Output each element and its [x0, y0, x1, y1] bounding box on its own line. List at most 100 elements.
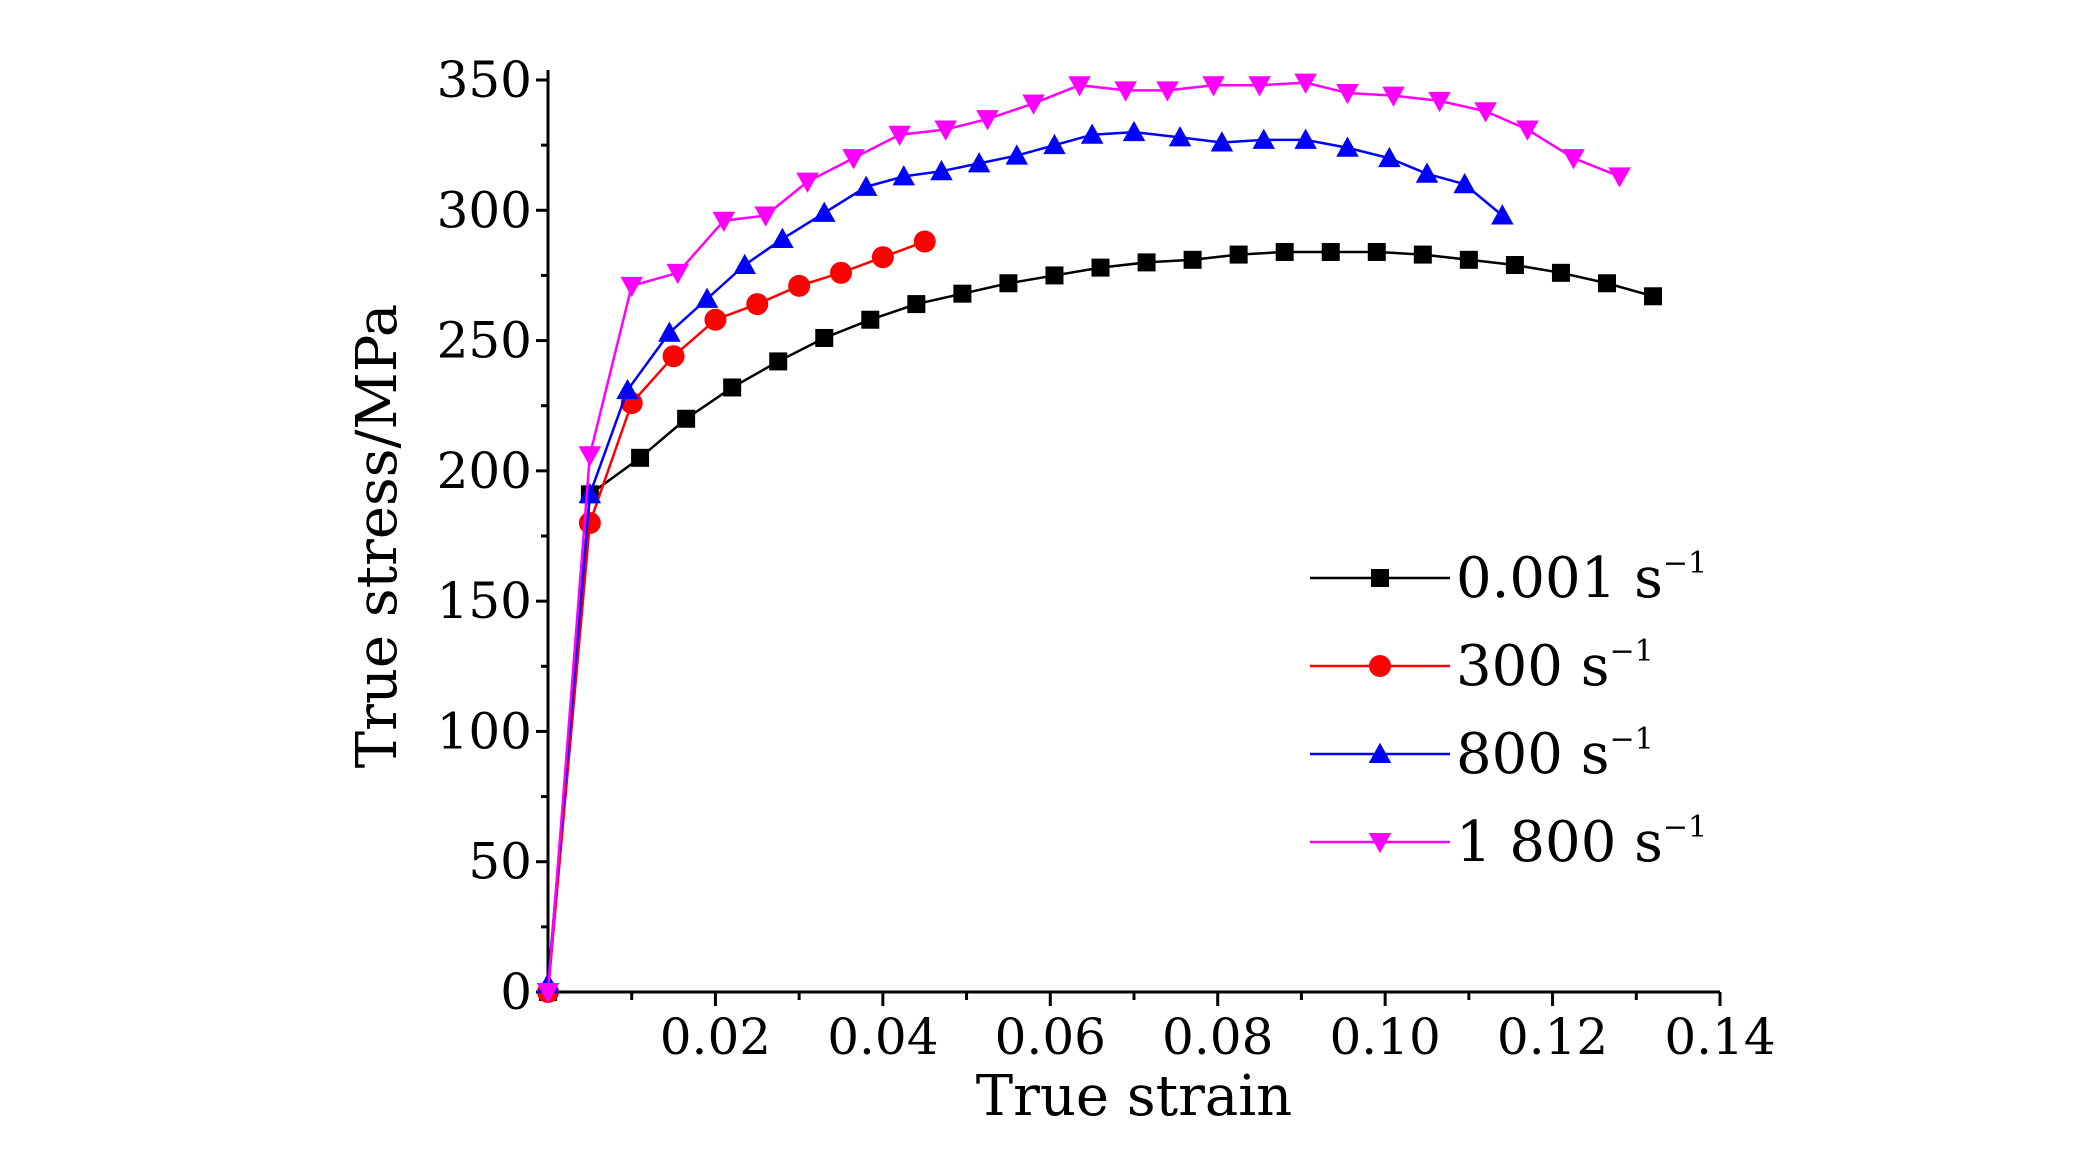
series-0: [539, 242, 1663, 1001]
data-point: [1294, 73, 1317, 94]
data-point: [616, 378, 639, 400]
data-point: [892, 165, 916, 186]
series-1: [537, 230, 936, 1003]
x-tick-label: 0.04: [827, 1008, 938, 1066]
series-3: [536, 73, 1631, 1004]
data-point: [1516, 120, 1539, 141]
data-point: [1275, 242, 1294, 261]
data-point: [771, 227, 794, 248]
legend-label: 800 s−1: [1456, 722, 1654, 787]
data-point: [1210, 131, 1234, 152]
data-point: [1068, 76, 1091, 97]
legend-marker: [1368, 742, 1392, 763]
data-point: [1474, 102, 1497, 123]
data-point: [733, 253, 756, 275]
data-point: [704, 308, 727, 331]
data-point: [999, 274, 1018, 293]
legend-item: 1 800 s−1: [1310, 810, 1707, 875]
y-tick-label: 350: [437, 51, 532, 109]
legend-label: 300 s−1: [1456, 634, 1654, 699]
data-point: [631, 448, 650, 467]
data-point: [1156, 81, 1179, 102]
data-point: [536, 983, 560, 1004]
data-point: [1294, 128, 1317, 149]
x-tick-label: 0.02: [660, 1008, 771, 1066]
data-point: [1644, 287, 1663, 306]
data-point: [658, 321, 681, 342]
data-point: [976, 110, 999, 131]
x-tick-label: 0.12: [1497, 1008, 1608, 1066]
y-tick-label: 250: [437, 312, 532, 370]
data-point: [1229, 245, 1248, 264]
legend-marker: [1368, 833, 1392, 854]
data-point: [913, 230, 936, 253]
data-point: [930, 159, 953, 181]
legend-label: 0.001 s−1: [1456, 546, 1707, 611]
data-point: [871, 246, 894, 269]
legend-label-superscript: −1: [1609, 722, 1653, 757]
data-point: [1597, 274, 1616, 293]
data-point: [796, 172, 819, 193]
data-point: [830, 261, 852, 284]
data-point: [1415, 162, 1439, 183]
legend-item: 300 s−1: [1310, 634, 1654, 699]
data-point: [815, 328, 834, 347]
data-point: [769, 352, 788, 371]
data-point: [578, 511, 601, 534]
data-point: [677, 409, 696, 428]
data-point: [578, 446, 602, 467]
data-point: [662, 345, 685, 368]
data-point: [1491, 204, 1514, 225]
data-point: [854, 175, 878, 196]
legend-marker: [1371, 569, 1389, 587]
data-point: [934, 120, 957, 141]
y-tick-label: 300: [437, 181, 532, 239]
x-tick-label: 0.10: [1329, 1008, 1440, 1066]
y-tick-label: 150: [437, 572, 532, 630]
data-point: [1252, 128, 1276, 149]
data-point: [1202, 76, 1225, 97]
x-tick-label: 0.06: [995, 1008, 1106, 1066]
data-point: [1428, 91, 1451, 113]
x-axis-label: True strain: [976, 1064, 1293, 1129]
y-tick-label: 50: [468, 833, 532, 891]
y-tick-label: 100: [437, 702, 532, 760]
data-point: [578, 483, 602, 504]
data-point: [1459, 250, 1478, 269]
data-point: [1336, 84, 1359, 105]
series-group: [536, 73, 1663, 1004]
data-point: [953, 284, 972, 303]
legend-label: 1 800 s−1: [1456, 810, 1707, 875]
data-point: [1045, 266, 1064, 285]
data-point: [1022, 94, 1045, 115]
legend-marker: [1369, 655, 1391, 677]
data-point: [1608, 167, 1631, 188]
data-point: [842, 149, 865, 170]
data-point: [1321, 242, 1340, 261]
data-point: [1453, 172, 1476, 194]
data-point: [1005, 144, 1029, 165]
data-point: [723, 378, 742, 397]
x-tick-label: 0.14: [1664, 1008, 1775, 1066]
series-line: [546, 130, 1504, 985]
legend-label-superscript: −1: [1663, 810, 1707, 845]
legend-item: 800 s−1: [1310, 722, 1654, 787]
data-point: [861, 310, 880, 329]
data-point: [1378, 146, 1401, 168]
data-point: [1367, 242, 1386, 261]
data-point: [1382, 86, 1405, 107]
data-point: [666, 263, 690, 285]
y-axis-label: True stress/MPa: [345, 304, 410, 769]
data-point: [1091, 258, 1110, 277]
data-point: [620, 276, 643, 298]
data-point: [888, 125, 911, 146]
y-tick-label: 0: [500, 963, 532, 1021]
data-point: [967, 152, 991, 173]
data-point: [1505, 256, 1524, 275]
data-point: [1336, 136, 1359, 157]
data-point: [1248, 76, 1271, 97]
data-point: [813, 201, 836, 222]
data-point: [746, 293, 769, 316]
legend-item: 0.001 s−1: [1310, 546, 1707, 611]
